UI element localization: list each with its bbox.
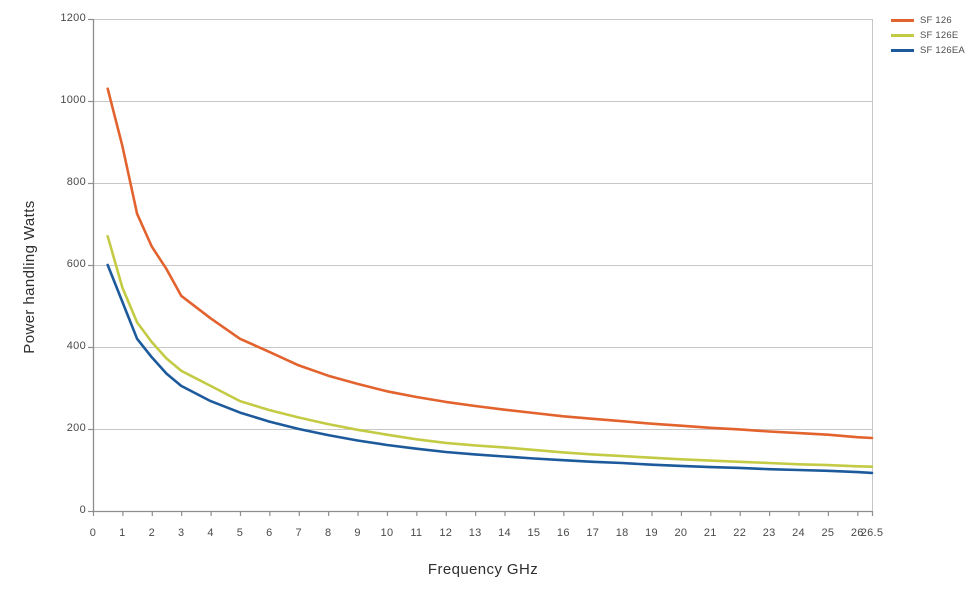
x-tick-label-26: 26 xyxy=(850,527,864,539)
x-tick-label-4: 4 xyxy=(207,527,214,539)
y-tick-label-0: 0 xyxy=(79,504,86,516)
x-tick-label-25: 25 xyxy=(821,527,835,539)
legend-swatch-icon xyxy=(891,19,914,22)
x-tick-label-6: 6 xyxy=(266,527,273,539)
x-tick-label-9: 9 xyxy=(354,527,361,539)
y-tick-label-400: 400 xyxy=(66,340,86,352)
x-tick-label-23: 23 xyxy=(762,527,776,539)
x-tick-label-3: 3 xyxy=(177,527,185,539)
x-tick-label-2: 2 xyxy=(148,527,155,539)
x-tick-label-8: 8 xyxy=(324,527,332,539)
y-tick-label-200: 200 xyxy=(66,422,86,434)
legend-swatch-icon xyxy=(891,34,914,37)
x-tick-label-10: 10 xyxy=(380,527,394,539)
legend-item-sf-126e: SF 126E xyxy=(891,28,965,43)
y-tick-label-800: 800 xyxy=(66,176,86,188)
x-tick-label-18: 18 xyxy=(615,527,629,539)
legend-item-sf-126: SF 126 xyxy=(891,13,965,28)
x-tick-label-17: 17 xyxy=(586,527,600,539)
series-line-sf-126 xyxy=(106,87,874,440)
x-tick-label-13: 13 xyxy=(468,527,482,539)
legend-label: SF 126E xyxy=(920,30,959,41)
x-tick-label-7: 7 xyxy=(295,527,302,539)
x-tick-label-5: 5 xyxy=(236,527,244,539)
x-tick-label-16: 16 xyxy=(556,527,570,539)
x-tick-label-14: 14 xyxy=(498,527,511,539)
legend-item-sf-126ea: SF 126EA xyxy=(891,43,965,58)
y-tick-label-1200: 1200 xyxy=(60,12,86,24)
x-tick-label-26.5: 26.5 xyxy=(860,527,884,539)
y-tick-label-600: 600 xyxy=(66,258,86,270)
legend-swatch-icon xyxy=(891,49,914,52)
legend: SF 126 SF 126E SF 126EA xyxy=(891,13,965,58)
x-axis-title: Frequency GHz xyxy=(427,561,539,578)
series-line-sf-126ea xyxy=(106,263,874,475)
legend-label: SF 126 xyxy=(920,15,952,26)
x-tick-label-19: 19 xyxy=(645,527,658,539)
x-tick-label-22: 22 xyxy=(733,527,747,539)
x-tick-label-1: 1 xyxy=(119,527,126,539)
x-tick-label-20: 20 xyxy=(674,527,688,539)
x-tick-label-0: 0 xyxy=(89,527,97,539)
x-tick-label-15: 15 xyxy=(527,527,541,539)
x-tick-label-24: 24 xyxy=(792,527,805,539)
x-tick-label-11: 11 xyxy=(410,527,423,539)
y-tick-label-1000: 1000 xyxy=(60,94,86,106)
y-axis-title: Power handling Watts xyxy=(21,200,38,354)
x-tick-label-21: 21 xyxy=(703,527,717,539)
legend-label: SF 126EA xyxy=(920,45,965,56)
x-tick-label-12: 12 xyxy=(439,527,453,539)
series-line-sf-126e xyxy=(106,235,874,469)
